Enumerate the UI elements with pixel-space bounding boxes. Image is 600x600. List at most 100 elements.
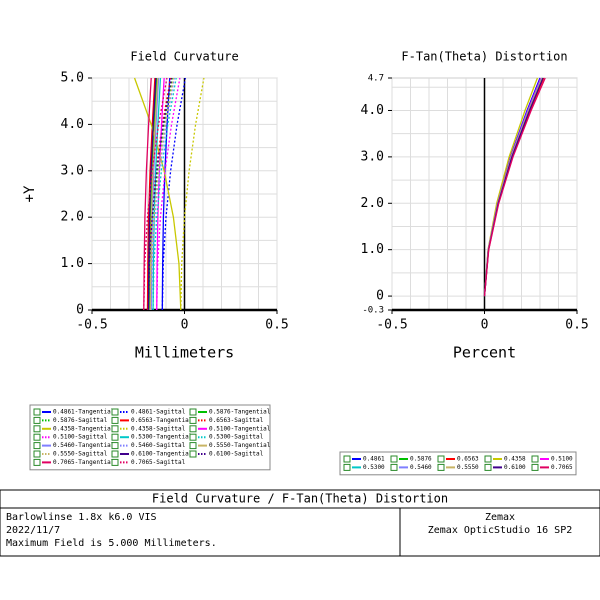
series-line [180,77,205,311]
series-line [156,77,181,311]
x-tick-label: 0.5 [565,318,588,333]
legend-check [437,463,445,471]
legend-check [189,408,197,416]
legend-check [189,433,197,441]
legend-check [343,455,351,463]
legend-check [111,408,119,416]
legend-check [33,416,41,424]
legend-check [33,450,41,458]
legend-label: 0.5550-Sagittal [53,451,108,458]
series-line [149,77,175,311]
y-axis-label: +Y [22,185,38,202]
y-tick-label: 3.0 [61,163,84,178]
legend-label: 0.5550 [457,464,479,471]
legend-check [111,425,119,433]
y-tick-label: 2.0 [61,210,84,225]
legend-label: 0.7065 [551,464,573,471]
footer-title: Field Curvature / F-Tan(Theta) Distortio… [152,492,448,506]
legend-label: 0.5100-Tangential [209,425,271,432]
footer-text: Zemax [485,512,515,523]
legend-check [111,433,119,441]
legend-label: 0.7065-Tangential [53,459,115,466]
legend-label: 0.5100-Sagittal [53,434,108,441]
legend-label: 0.4861 [363,456,385,463]
y-tick-label: 1.0 [361,242,384,257]
y-tick-label: 4.0 [61,117,84,132]
footer-text: Barlowlinse 1.8x k6.0 VIS [6,512,157,523]
x-tick-label: 0 [181,318,189,333]
series-line [143,77,168,311]
y-tick-label: 0 [376,289,384,304]
x-tick-label: -0.5 [376,318,407,333]
series-line [149,77,159,311]
legend-label: 0.5876 [410,456,432,463]
legend-label: 0.5876-Sagittal [53,417,108,424]
legend-label: 0.5876-Tangential [209,409,271,416]
legend-label: 0.4861-Tangential [53,409,115,416]
legend-check [111,458,119,466]
legend-label: 0.5460 [410,464,432,471]
legend-check [33,442,41,450]
legend-check [189,442,197,450]
legend-check [111,416,119,424]
legend-label: 0.6563-Sagittal [209,417,264,424]
legend-label: 0.6563-Tangential [131,417,193,424]
legend-label: 0.4358-Sagittal [131,425,186,432]
series-line [147,77,173,311]
legend-label: 0.5100 [551,456,573,463]
series-line [143,77,152,311]
y-tick-label: 0 [76,303,84,318]
legend-check [33,458,41,466]
y-tick-label: -0.3 [362,306,384,316]
series-line [148,77,158,311]
y-tick-label: 5.0 [61,71,84,86]
legend-check [111,442,119,450]
legend-label: 0.5300 [363,464,385,471]
legend-box [29,404,271,471]
legend-box [339,451,577,476]
y-tick-label: 1.0 [61,256,84,271]
footer-text: Zemax OpticStudio 16 SP2 [428,525,573,536]
legend-check [33,433,41,441]
footer-box [0,489,600,557]
legend-check [189,450,197,458]
y-tick-label: 3.0 [361,149,384,164]
y-tick-label: 2.0 [361,196,384,211]
footer-text: Maximum Field is 5.000 Millimeters. [6,538,217,549]
y-tick-label: 4.0 [361,103,384,118]
series-line [483,77,546,297]
legend-label: 0.5550-Tangential [209,442,271,449]
footer-text: 2022/11/7 [6,525,60,536]
legend-label: 0.6100-Sagittal [209,451,264,458]
legend-check [33,408,41,416]
legend-check [531,463,539,471]
x-axis-label: Percent [453,344,516,362]
legend-check [390,463,398,471]
legend-label: 0.6100-Tangential [131,451,193,458]
legend-label: 0.4861-Sagittal [131,409,186,416]
legend-check [111,450,119,458]
series-line [161,77,171,311]
legend-label: 0.5300-Tangential [131,434,193,441]
legend-check [33,425,41,433]
legend-label: 0.7065-Sagittal [131,459,186,466]
chart-title: F-Tan(Theta) Distortion [401,50,567,64]
legend-label: 0.4358-Tangential [53,425,115,432]
legend-check [390,455,398,463]
series-line [150,77,175,311]
x-tick-label: -0.5 [76,318,107,333]
legend-check [484,455,492,463]
x-axis-label: Millimeters [135,344,234,362]
legend-label: 0.6100 [504,464,526,471]
legend-label: 0.5300-Sagittal [209,434,264,441]
x-tick-label: 0 [481,318,489,333]
legend-label: 0.5460-Sagittal [131,442,186,449]
legend-label: 0.5460-Tangential [53,442,115,449]
legend-check [484,463,492,471]
legend-check [531,455,539,463]
legend-check [189,416,197,424]
y-tick-label: 4.7 [368,74,384,84]
series-line [150,77,160,311]
x-tick-label: 0.5 [265,318,288,333]
